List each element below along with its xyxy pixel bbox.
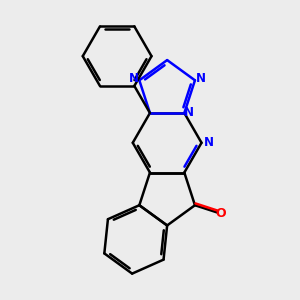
- Text: N: N: [128, 72, 138, 85]
- Text: N: N: [203, 136, 213, 149]
- Text: N: N: [196, 72, 206, 85]
- Text: N: N: [184, 106, 194, 119]
- Text: O: O: [215, 207, 226, 220]
